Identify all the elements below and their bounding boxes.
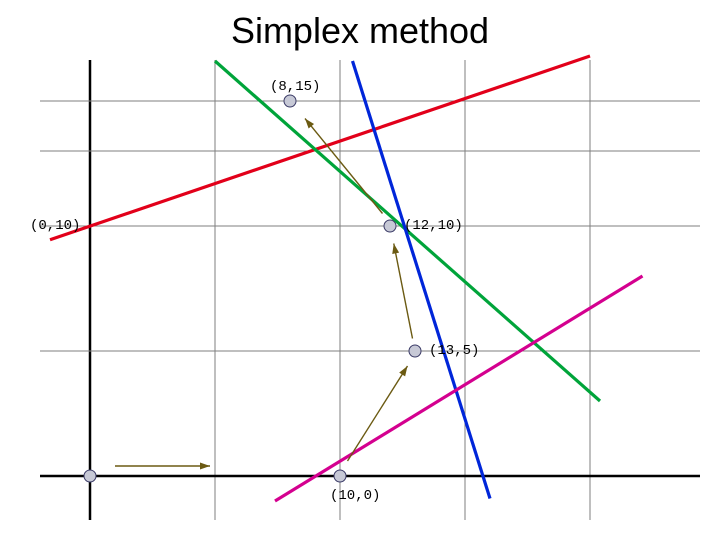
arrows-layer: [115, 119, 413, 470]
pivot-arrow-1: [348, 366, 408, 461]
constraint-blue: [353, 61, 491, 499]
vertex-marker: [284, 95, 296, 107]
diagram-canvas: [0, 0, 720, 540]
vertex-label: (12,10): [404, 218, 463, 234]
vertex-label: (0,10): [30, 218, 80, 234]
grid-layer: [40, 60, 700, 520]
vertex-marker: [84, 470, 96, 482]
vertex-marker: [334, 470, 346, 482]
vertex-marker: [409, 345, 421, 357]
constraints-layer: [50, 56, 643, 501]
pivot-arrow-3: [305, 119, 383, 214]
vertex-label: (10,0): [330, 488, 380, 504]
vertex-marker: [384, 220, 396, 232]
vertex-label: (8,15): [270, 79, 320, 95]
pivot-arrow-2: [392, 244, 412, 339]
vertex-label: (13,5): [429, 343, 479, 359]
pivot-arrow-0: [115, 463, 210, 470]
